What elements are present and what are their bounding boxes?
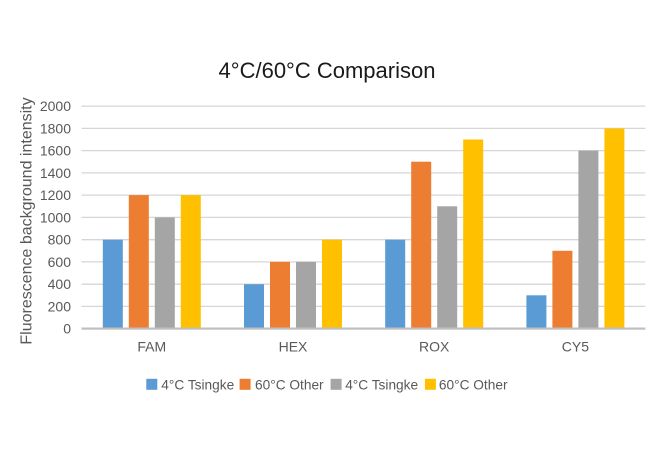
svg-text:ROX: ROX bbox=[419, 338, 450, 354]
svg-text:CY5: CY5 bbox=[562, 338, 589, 354]
svg-text:60°C Other: 60°C Other bbox=[439, 378, 508, 393]
svg-text:200: 200 bbox=[48, 298, 72, 314]
svg-text:400: 400 bbox=[48, 276, 72, 292]
svg-text:0: 0 bbox=[63, 321, 71, 337]
svg-text:4°C Tsingke: 4°C Tsingke bbox=[161, 378, 234, 393]
svg-text:1600: 1600 bbox=[40, 143, 71, 159]
svg-text:HEX: HEX bbox=[279, 338, 308, 354]
svg-text:2000: 2000 bbox=[40, 98, 71, 114]
svg-text:4°C Tsingke: 4°C Tsingke bbox=[345, 378, 418, 393]
svg-text:Fluorescence background intens: Fluorescence background intensity bbox=[19, 97, 36, 344]
svg-text:4°C/60°C Comparison: 4°C/60°C Comparison bbox=[219, 58, 436, 83]
svg-text:60°C Other: 60°C Other bbox=[255, 378, 324, 393]
svg-text:1400: 1400 bbox=[40, 165, 71, 181]
svg-text:800: 800 bbox=[48, 232, 72, 248]
svg-text:1800: 1800 bbox=[40, 120, 71, 136]
svg-text:FAM: FAM bbox=[137, 338, 166, 354]
svg-text:600: 600 bbox=[48, 254, 72, 270]
svg-text:1000: 1000 bbox=[40, 209, 71, 225]
svg-text:1200: 1200 bbox=[40, 187, 71, 203]
